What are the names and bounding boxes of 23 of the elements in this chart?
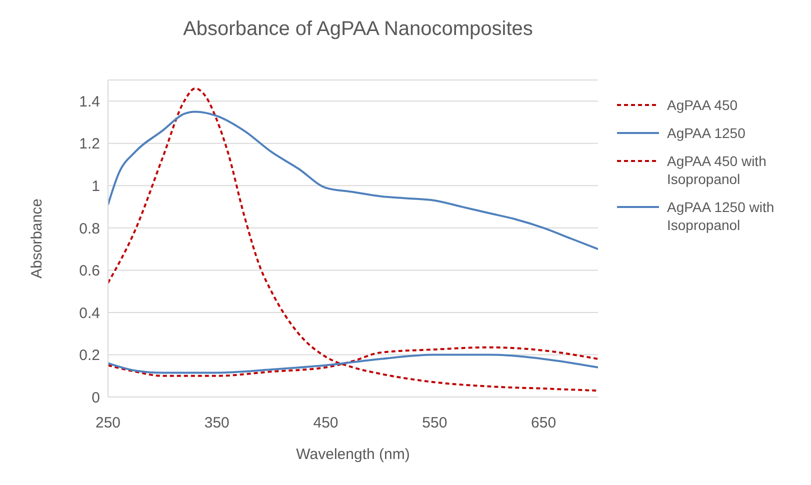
- x-tick-label: 550: [422, 414, 448, 432]
- legend-label: AgPAA 1250 with Isopropanol: [667, 198, 776, 234]
- y-tick-label: 0: [92, 389, 100, 406]
- y-tick-label: 0.2: [79, 347, 100, 364]
- x-tick-label: 250: [95, 414, 121, 432]
- line-series: [108, 87, 598, 392]
- line-series: [108, 354, 598, 374]
- y-tick-label: 0.4: [79, 304, 100, 322]
- y-axis-title: Absorbance: [28, 198, 46, 279]
- x-axis-title: Wavelength (nm): [296, 446, 410, 463]
- legend-label: AgPAA 1250: [667, 124, 746, 142]
- x-tick-label: 450: [313, 414, 338, 432]
- legend-label: AgPAA 450: [667, 96, 738, 114]
- y-tick-label: 1.2: [79, 136, 100, 153]
- y-tick-label: 0.6: [79, 262, 100, 280]
- chart-title: Absorbance of AgPAA Nanocomposites: [182, 18, 534, 41]
- line-series: [108, 110, 598, 250]
- y-tick-label: 1.4: [79, 93, 100, 110]
- y-tick-label: 0.8: [79, 220, 100, 238]
- x-tick-label: 650: [531, 414, 556, 432]
- y-tick-label: 1: [92, 178, 100, 195]
- legend-label: AgPAA 450 with Isopropanol: [667, 152, 768, 188]
- x-tick-label: 350: [204, 414, 230, 432]
